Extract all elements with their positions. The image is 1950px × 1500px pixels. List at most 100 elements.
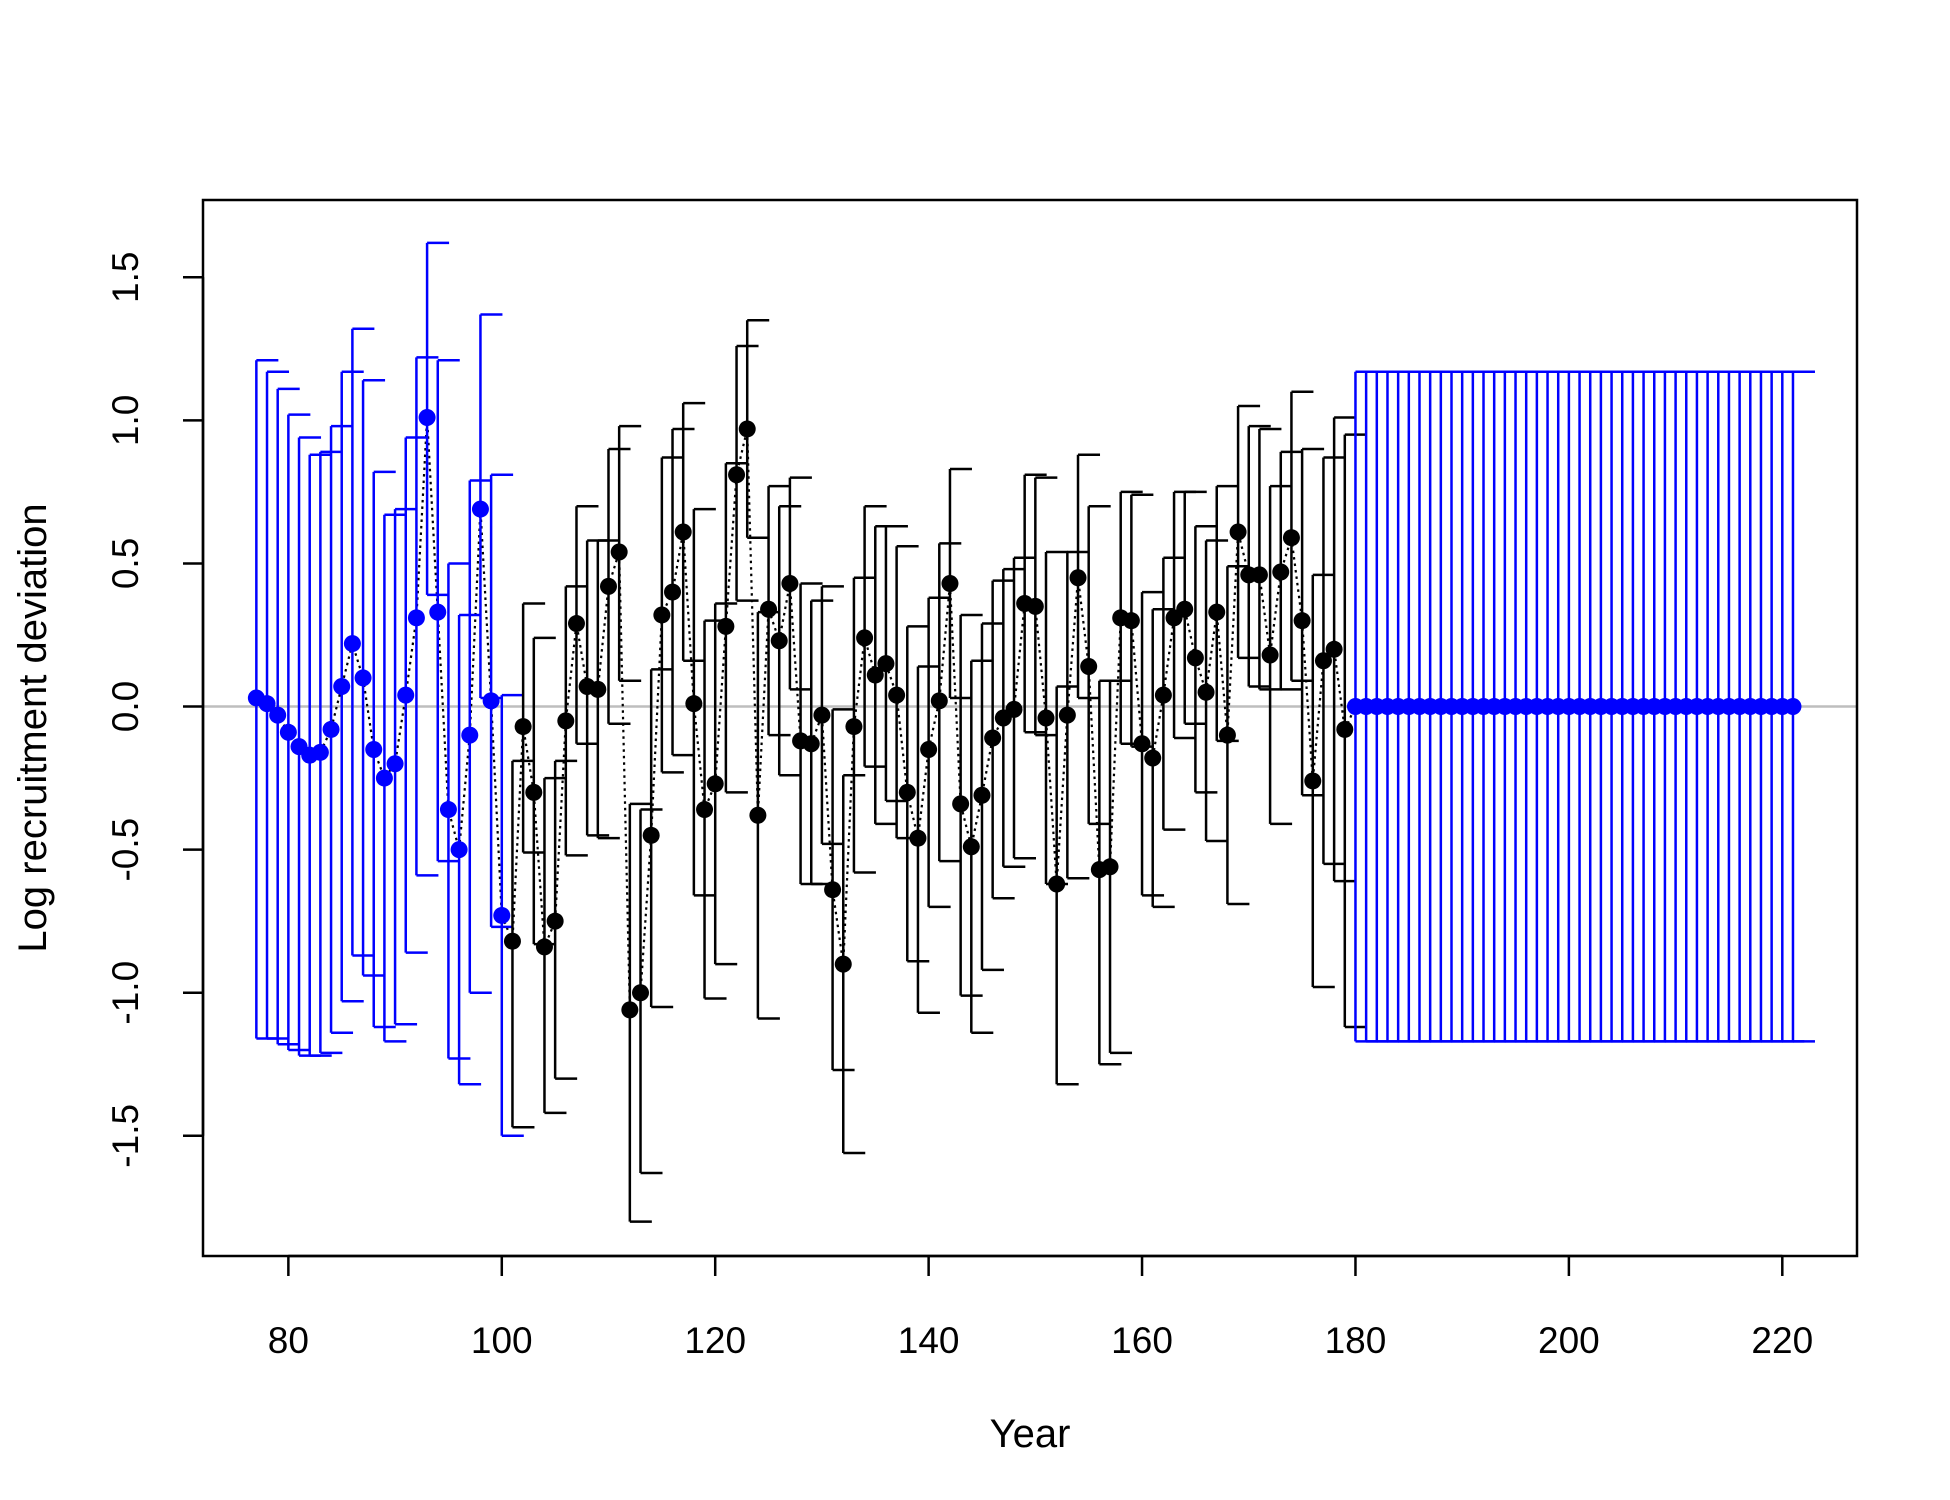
y-tick-label: -1.5 xyxy=(105,1104,146,1168)
data-point-154 xyxy=(1069,569,1087,587)
data-point-126 xyxy=(770,632,788,650)
data-point-102 xyxy=(514,718,532,736)
data-point-100 xyxy=(493,906,511,924)
data-point-91 xyxy=(397,686,415,704)
data-point-103 xyxy=(525,783,543,801)
data-point-121 xyxy=(717,617,735,635)
data-point-118 xyxy=(685,695,703,713)
data-point-117 xyxy=(674,523,692,541)
data-point-83 xyxy=(311,743,329,761)
data-point-221 xyxy=(1784,698,1802,716)
data-point-113 xyxy=(632,984,650,1002)
data-point-157 xyxy=(1101,858,1119,876)
data-point-132 xyxy=(834,955,852,973)
y-tick-label: 0.5 xyxy=(105,538,146,589)
point-layer xyxy=(247,408,1802,1019)
data-point-104 xyxy=(535,938,553,956)
data-point-98 xyxy=(471,500,489,518)
data-point-101 xyxy=(503,932,521,950)
x-axis-title: Year xyxy=(990,1412,1071,1456)
data-point-136 xyxy=(877,655,895,673)
data-point-174 xyxy=(1282,529,1300,547)
data-point-116 xyxy=(664,583,682,601)
data-point-95 xyxy=(439,801,457,819)
y-tick-label: -0.5 xyxy=(105,818,146,882)
data-point-123 xyxy=(738,420,756,438)
data-point-88 xyxy=(365,740,383,758)
data-point-138 xyxy=(898,783,916,801)
data-point-159 xyxy=(1122,612,1140,630)
data-point-173 xyxy=(1272,563,1290,581)
data-point-130 xyxy=(813,706,831,724)
data-point-162 xyxy=(1154,686,1172,704)
data-point-115 xyxy=(653,606,671,624)
data-point-144 xyxy=(962,838,980,856)
data-point-152 xyxy=(1048,875,1066,893)
data-point-160 xyxy=(1133,735,1151,753)
data-point-155 xyxy=(1080,657,1098,675)
data-point-114 xyxy=(642,826,660,844)
data-point-125 xyxy=(760,600,778,618)
plot-frame xyxy=(201,198,1859,1258)
data-point-110 xyxy=(599,577,617,595)
data-point-145 xyxy=(973,786,991,804)
x-tick-label: 160 xyxy=(1111,1320,1173,1361)
data-point-179 xyxy=(1336,720,1354,738)
data-point-86 xyxy=(343,635,361,653)
data-point-172 xyxy=(1261,646,1279,664)
data-point-141 xyxy=(930,692,948,710)
data-point-122 xyxy=(728,466,746,484)
y-axis-title: Log recruitment deviation xyxy=(11,503,55,952)
data-point-151 xyxy=(1037,709,1055,727)
data-point-79 xyxy=(269,706,287,724)
x-tick-label: 200 xyxy=(1538,1320,1600,1361)
data-point-150 xyxy=(1026,597,1044,615)
data-point-107 xyxy=(567,615,585,633)
x-tick-label: 140 xyxy=(898,1320,960,1361)
x-tick-label: 100 xyxy=(471,1320,533,1361)
data-point-129 xyxy=(802,735,820,753)
data-point-85 xyxy=(333,678,351,696)
data-point-169 xyxy=(1229,523,1247,541)
data-point-168 xyxy=(1218,726,1236,744)
y-tick-label: 1.0 xyxy=(105,395,146,446)
x-tick-label: 80 xyxy=(268,1320,309,1361)
data-point-175 xyxy=(1293,612,1311,630)
data-point-92 xyxy=(407,609,425,627)
data-point-134 xyxy=(856,629,874,647)
data-point-109 xyxy=(589,680,607,698)
data-point-164 xyxy=(1176,600,1194,618)
data-point-112 xyxy=(621,1001,639,1019)
data-point-139 xyxy=(909,829,927,847)
data-point-177 xyxy=(1314,652,1332,670)
data-point-142 xyxy=(941,574,959,592)
data-point-87 xyxy=(354,669,372,687)
data-point-165 xyxy=(1186,649,1204,667)
data-point-127 xyxy=(781,574,799,592)
data-point-106 xyxy=(557,712,575,730)
data-point-161 xyxy=(1144,749,1162,767)
data-point-80 xyxy=(279,723,297,741)
data-point-124 xyxy=(749,806,767,824)
data-point-94 xyxy=(429,603,447,621)
x-tick-label: 120 xyxy=(684,1320,746,1361)
data-point-167 xyxy=(1208,603,1226,621)
data-point-135 xyxy=(866,666,884,684)
data-point-133 xyxy=(845,718,863,736)
data-point-143 xyxy=(952,795,970,813)
y-tick-label: 1.5 xyxy=(105,252,146,303)
data-point-97 xyxy=(461,726,479,744)
data-point-131 xyxy=(824,881,842,899)
data-point-166 xyxy=(1197,683,1215,701)
axis-layer: 80 100 120 140 160 180 200 220 -1.5 -1.0 -0.5 0.0 0.… xyxy=(105,252,1813,1361)
data-point-146 xyxy=(984,729,1002,747)
data-point-119 xyxy=(696,801,714,819)
data-point-84 xyxy=(322,720,340,738)
x-tick-label: 180 xyxy=(1325,1320,1387,1361)
data-point-105 xyxy=(546,912,564,930)
data-point-96 xyxy=(450,841,468,859)
x-tick-label: 220 xyxy=(1751,1320,1813,1361)
data-point-178 xyxy=(1325,640,1343,658)
data-point-78 xyxy=(258,695,276,713)
